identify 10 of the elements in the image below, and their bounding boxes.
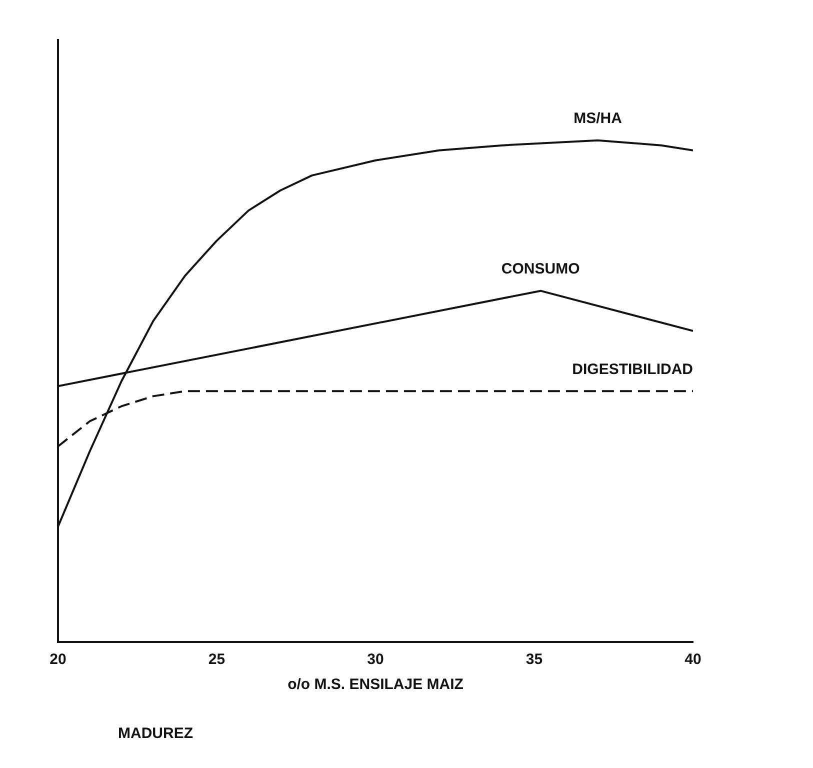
x-tick-label: 40	[684, 651, 702, 668]
x-tick-label: 30	[367, 651, 384, 668]
x-tick-label: 20	[50, 651, 66, 668]
text: MADUREZ	[118, 725, 193, 742]
x-tick-label: 25	[208, 651, 226, 668]
x-tick-label: 35	[526, 651, 543, 668]
series-label: CONSUMO	[501, 260, 580, 278]
x-axis-title: o/o M.S. ENSILAJE MAIZ	[288, 676, 464, 694]
series-label: MS/HA	[574, 110, 622, 127]
series-label: DIGESTIBILIDAD	[572, 360, 694, 378]
